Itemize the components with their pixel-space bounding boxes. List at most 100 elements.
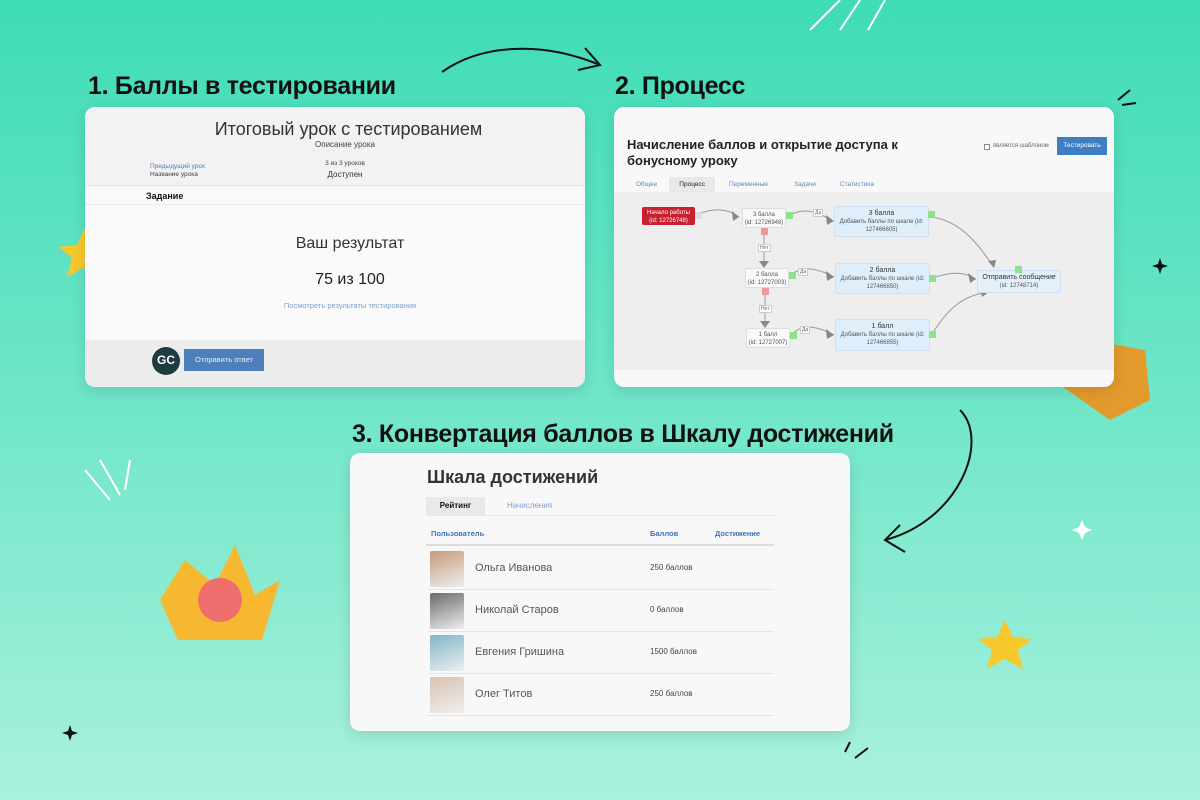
start-node-title: Начало работы <box>647 210 690 216</box>
previous-lesson-link[interactable]: Предыдущий урок <box>150 163 205 170</box>
achievements-panel: Шкала достижений Рейтинг Начисления Поль… <box>350 453 850 731</box>
arrow-1-to-2 <box>441 47 601 73</box>
yes-port[interactable] <box>790 332 797 339</box>
view-results-link[interactable]: Посмотреть результаты тестирования <box>283 301 417 310</box>
condition-id: (id: 12727003) <box>747 280 787 286</box>
process-panel: Начисление баллов и открытие доступа к б… <box>614 107 1114 387</box>
action-title: 3 балла <box>868 210 895 217</box>
arrow-head <box>883 524 906 553</box>
condition-id: (id: 12727007) <box>748 340 788 346</box>
column-achievement[interactable]: Достижение <box>715 529 761 538</box>
action-port[interactable] <box>929 275 936 282</box>
submit-answer-button[interactable]: Отправить ответ <box>184 349 264 371</box>
template-checkbox[interactable] <box>984 144 990 150</box>
avatar <box>430 635 464 671</box>
table-row[interactable]: Олег Титов 250 баллов <box>428 674 774 716</box>
user-points: 250 баллов <box>650 689 693 698</box>
step-3-heading: 3. Конвертация баллов в Шкалу достижений <box>352 420 894 448</box>
tab-rating[interactable]: Рейтинг <box>426 497 485 515</box>
no-port[interactable] <box>761 228 768 235</box>
achievements-tabs: Рейтинг Начисления <box>426 497 776 516</box>
action-title: 1 балл <box>871 323 894 330</box>
action-desc: Добавить баллы по шкале (id: 127466850) <box>840 276 925 290</box>
user-name[interactable]: Евгения Гришина <box>475 646 565 658</box>
action-title: Отправить сообщение <box>982 274 1056 281</box>
action-port[interactable] <box>929 331 936 338</box>
condition-node-3[interactable]: 3 балла (id: 12726948) <box>742 208 786 228</box>
action-port[interactable] <box>928 211 935 218</box>
template-checkbox-label: является шаблоном <box>993 143 1049 149</box>
table-row[interactable]: Ольга Иванова 250 баллов <box>428 548 774 590</box>
tab-process[interactable]: Процесс <box>669 177 715 192</box>
lesson-panel: Итоговый урок с тестированием Описание у… <box>85 107 585 387</box>
arrow-head <box>577 47 602 71</box>
lesson-result-area <box>85 187 585 340</box>
user-name[interactable]: Ольга Иванова <box>475 562 553 574</box>
user-points: 250 баллов <box>650 563 693 572</box>
column-user[interactable]: Пользователь <box>431 529 485 538</box>
table-row[interactable]: Николай Старов 0 баллов <box>428 590 774 632</box>
sparkle-lines <box>84 459 131 501</box>
test-button[interactable]: Тестировать <box>1057 137 1107 155</box>
condition-node-1[interactable]: 1 балл (id: 12727007) <box>746 328 790 348</box>
user-points: 0 баллов <box>650 605 684 614</box>
table-row[interactable]: Евгения Гришина 1500 баллов <box>428 632 774 674</box>
lesson-counter: 3 из 3 уроков <box>325 160 365 167</box>
step-2-heading: 2. Процесс <box>615 72 746 100</box>
condition-node-2[interactable]: 2 балла (id: 12727003) <box>745 268 789 288</box>
lesson-title: Итоговый урок с тестированием <box>214 119 483 139</box>
table-header: Пользователь Баллов Достижение <box>426 529 774 546</box>
action-node-1[interactable]: 1 балл Добавить баллы по шкале (id: 1274… <box>835 319 930 351</box>
star-icon <box>978 620 1032 669</box>
lesson-header <box>85 107 585 187</box>
user-points: 1500 баллов <box>650 647 697 656</box>
process-title: Начисление баллов и открытие доступа к б… <box>627 137 898 168</box>
avatar <box>430 551 464 587</box>
edge-label-yes: Да <box>813 209 824 217</box>
action-id: (id: 12748714) <box>999 283 1039 289</box>
crown-gem <box>198 578 242 622</box>
condition-title: 3 балла <box>753 212 775 218</box>
yes-port[interactable] <box>786 212 793 219</box>
condition-title: 2 балла <box>756 272 778 278</box>
action-desc: Добавить баллы по шкале (id: 127466855) <box>840 332 925 346</box>
lesson-description: Описание урока <box>315 140 375 149</box>
condition-id: (id: 12726948) <box>744 220 784 226</box>
edge-label-no: Нет <box>759 305 772 313</box>
sparkle-icon <box>1152 258 1168 274</box>
tab-tasks[interactable]: Задачи <box>794 181 816 188</box>
sparkle-icon <box>1072 520 1092 540</box>
message-port[interactable] <box>1015 266 1022 273</box>
tab-accruals[interactable]: Начисления <box>507 501 553 510</box>
action-title: 2 балла <box>869 267 896 274</box>
edge-label-yes: Да <box>800 326 811 334</box>
task-label: Задание <box>146 191 184 201</box>
previous-lesson-name: Название урока <box>150 171 198 178</box>
sparkle-icon <box>62 725 78 741</box>
gc-logo: GC <box>152 347 180 375</box>
start-port[interactable] <box>695 212 702 219</box>
send-message-node[interactable]: Отправить сообщение (id: 12748714) <box>977 270 1061 293</box>
result-score: 75 из 100 <box>315 271 385 288</box>
edge-label-no: Нет <box>758 244 771 252</box>
tab-statistics[interactable]: Статистика <box>839 181 875 188</box>
condition-title: 1 балл <box>758 332 778 338</box>
action-node-2[interactable]: 2 балла Добавить баллы по шкале (id: 127… <box>835 263 930 294</box>
column-points[interactable]: Баллов <box>650 529 679 538</box>
dash-lines <box>844 89 1137 759</box>
tab-variables[interactable]: Переменные <box>728 181 769 188</box>
tab-general[interactable]: Общее <box>636 181 658 188</box>
sparkle-lines <box>809 0 886 31</box>
edge-label-yes: Да <box>798 268 809 276</box>
no-port[interactable] <box>762 288 769 295</box>
user-name[interactable]: Олег Титов <box>475 688 533 700</box>
action-node-3[interactable]: 3 балла Добавить баллы по шкале (id: 127… <box>834 206 929 237</box>
lesson-status: Доступен <box>327 170 363 179</box>
user-name[interactable]: Николай Старов <box>475 604 559 616</box>
result-title: Ваш результат <box>295 235 405 252</box>
yes-port[interactable] <box>789 272 796 279</box>
start-node[interactable]: Начало работы (id: 12726748) <box>642 207 695 225</box>
process-tabs: Общее Процесс Переменные Задачи Статисти… <box>624 177 886 192</box>
achievements-title: Шкала достижений <box>427 467 599 487</box>
action-desc: Добавить баллы по шкале (id: 127466605) <box>839 219 924 233</box>
